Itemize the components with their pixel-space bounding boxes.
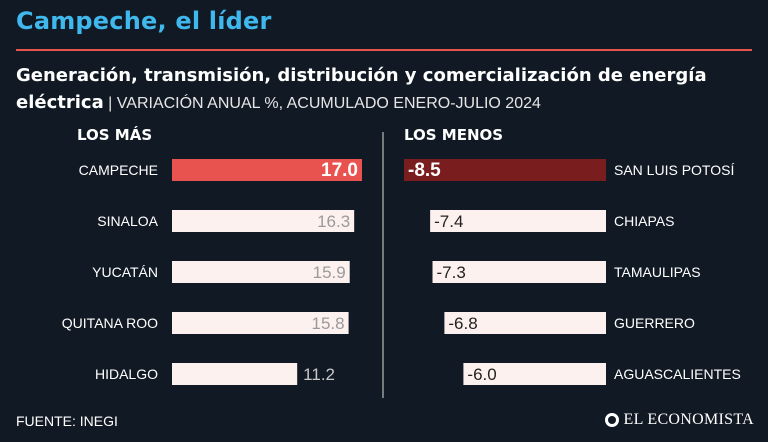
bar-bottom-1 (404, 159, 606, 181)
category-label-top-4: QUITANA ROO (62, 315, 158, 331)
value-label-bottom-3: -7.3 (437, 263, 466, 282)
globe-icon (604, 413, 619, 427)
bar-top-5 (172, 363, 298, 385)
section-label-top: LOS MÁS (77, 126, 153, 144)
bar-bottom-3 (432, 261, 606, 283)
section-label-bottom: LOS MENOS (404, 126, 504, 144)
bar-bottom-2 (430, 210, 606, 232)
category-label-top-3: YUCATÁN (92, 264, 158, 280)
category-label-top-1: CAMPECHE (79, 162, 158, 178)
source-note: FUENTE: INEGI (16, 413, 118, 429)
value-label-top-4: 15.8 (311, 314, 344, 333)
bar-top-4 (172, 312, 349, 334)
brand-name: EL ECONOMISTA (623, 411, 754, 428)
category-label-bottom-5: AGUASCALIENTES (614, 366, 741, 382)
value-label-bottom-1: -8.5 (408, 160, 441, 181)
value-label-bottom-5: -6.0 (467, 365, 496, 384)
chart-subtitle: Generación, transmisión, distribución y … (16, 62, 756, 117)
bar-top-2 (172, 210, 355, 232)
subtitle-detail: | VARIACIÓN ANUAL %, ACUMULADO ENERO-JUL… (103, 95, 541, 112)
category-label-bottom-4: GUERRERO (614, 315, 695, 331)
value-label-bottom-4: -6.8 (448, 314, 477, 333)
category-label-top-2: SINALOA (97, 213, 158, 229)
value-label-top-3: 15.9 (313, 263, 346, 282)
bar-bottom-4 (444, 312, 606, 334)
bar-top-3 (172, 261, 350, 283)
value-label-top-2: 16.3 (317, 212, 350, 231)
bar-bottom-5 (463, 363, 606, 385)
subtitle-main: Generación, transmisión, distribución y … (16, 65, 707, 113)
category-label-bottom-3: TAMAULIPAS (614, 264, 701, 280)
value-label-top-1: 17.0 (321, 160, 358, 181)
category-label-bottom-2: CHIAPAS (614, 213, 674, 229)
chart-title: Campeche, el líder (16, 7, 272, 35)
value-label-top-5: 11.2 (303, 365, 335, 384)
title-divider (16, 49, 752, 51)
bar-top-1 (172, 159, 362, 181)
category-label-bottom-1: SAN LUIS POTOSÍ (614, 162, 734, 178)
brand-logo: EL ECONOMISTA (604, 411, 754, 429)
value-label-bottom-2: -7.4 (434, 212, 463, 231)
category-label-top-5: HIDALGO (95, 366, 158, 382)
